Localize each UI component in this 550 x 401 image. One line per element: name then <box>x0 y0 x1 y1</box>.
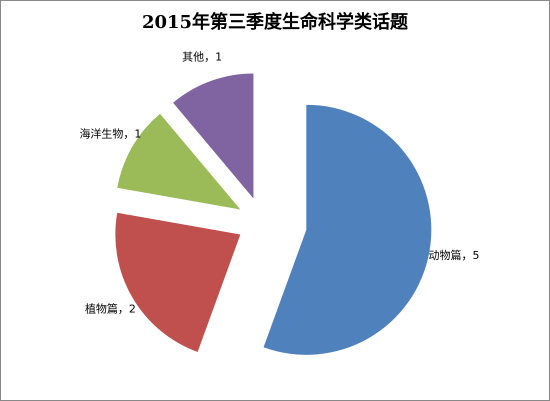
data-label: 动物篇，5 <box>429 248 480 262</box>
pie-slice <box>115 212 241 352</box>
chart-title: 2015年第三季度生命科学类话题 <box>142 11 409 33</box>
pie-slice <box>117 113 241 210</box>
data-label: 植物篇，2 <box>85 302 136 316</box>
data-label: 其他，1 <box>182 51 222 64</box>
data-label: 海洋生物，1 <box>79 127 141 141</box>
pie-slice <box>263 104 432 355</box>
pie-slice <box>173 73 254 199</box>
